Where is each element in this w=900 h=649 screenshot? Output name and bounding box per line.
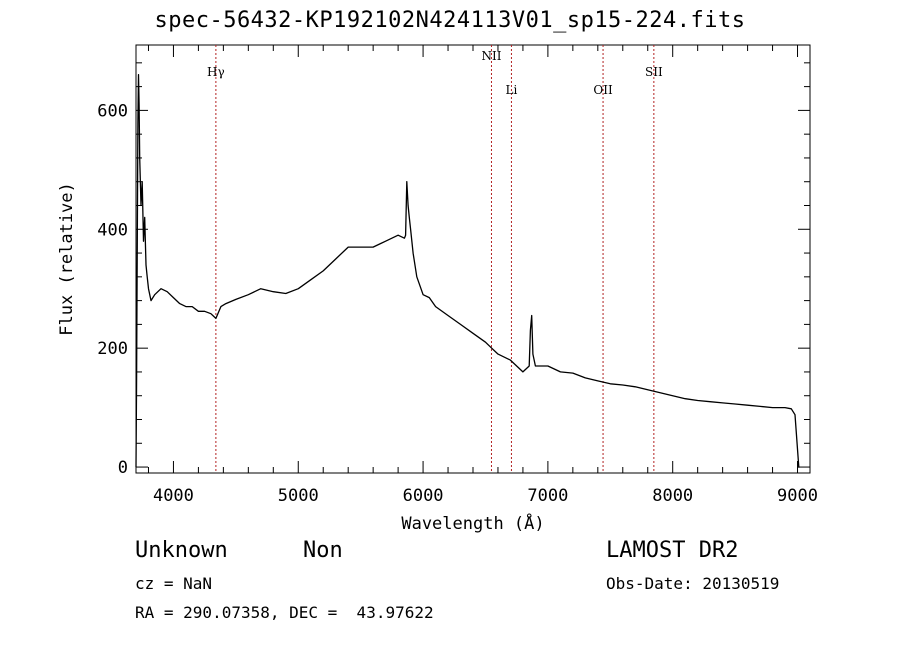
x-tick-label: 6000 (403, 486, 444, 506)
line-marker-label: NII (481, 49, 501, 63)
x-tick-label: 9000 (777, 486, 818, 506)
x-tick-label: 8000 (652, 486, 693, 506)
spectrum-line (135, 74, 800, 468)
y-axis-label: Flux (relative) (57, 182, 77, 336)
y-tick-label: 600 (97, 101, 128, 121)
y-tick-label: 200 (97, 339, 128, 359)
line-marker-label: Hγ (207, 65, 225, 79)
coordinates: RA = 290.07358, DEC = 43.97622 (135, 603, 434, 622)
line-marker-label: Li (506, 83, 518, 97)
x-tick-label: 7000 (527, 486, 568, 506)
x-tick-label: 4000 (153, 486, 194, 506)
y-tick-label: 0 (118, 458, 128, 478)
spectral-class: Unknown (135, 538, 228, 563)
line-marker-label: SII (645, 65, 663, 79)
plot-frame (135, 44, 811, 474)
x-tick-label: 5000 (278, 486, 319, 506)
spectral-subclass: Non (303, 538, 343, 563)
redshift-value: cz = NaN (135, 574, 213, 593)
x-axis-label: Wavelength (Å) (401, 512, 544, 534)
chart-title: spec-56432-KP192102N424113V01_sp15-224.f… (154, 8, 746, 33)
survey-name: LAMOST DR2 (606, 538, 739, 563)
observation-date: Obs-Date: 20130519 (606, 574, 780, 593)
y-tick-label: 400 (97, 220, 128, 240)
line-marker-label: OII (593, 83, 613, 97)
